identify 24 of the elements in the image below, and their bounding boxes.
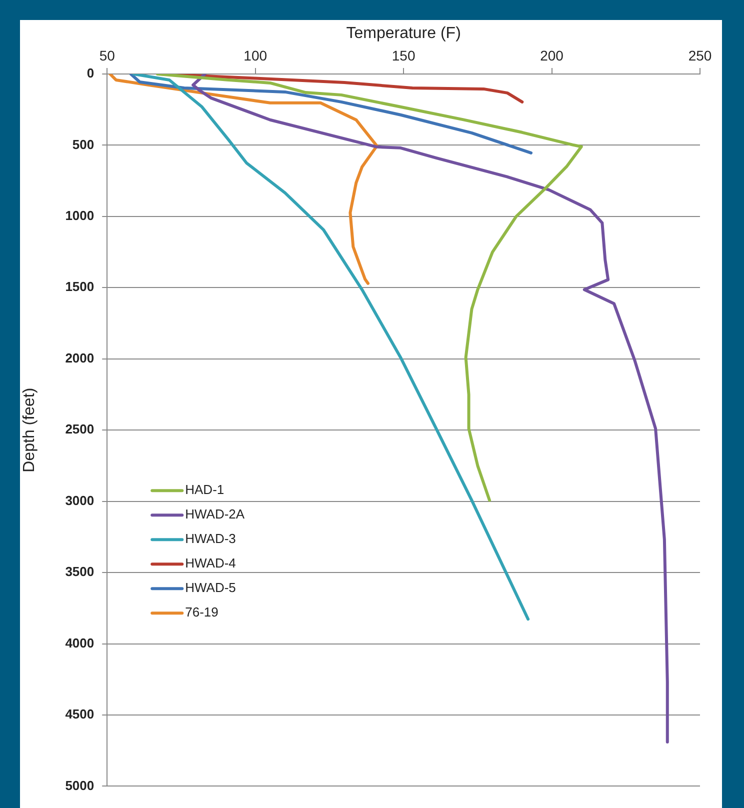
legend-label: HWAD-4	[185, 556, 236, 571]
y-tick-label: 4000	[65, 635, 94, 650]
x-tick-label: 200	[540, 47, 564, 64]
y-tick-label: 5000	[65, 778, 94, 793]
y-tick-label: 3000	[65, 492, 94, 508]
x-tick-label: 250	[688, 47, 712, 64]
y-tick-label: 1500	[65, 279, 94, 294]
y-tick-label: 500	[72, 136, 94, 152]
y-tick-label: 2000	[65, 350, 94, 366]
y-axis-title: Depth (feet)	[21, 388, 38, 472]
y-tick-label: 2500	[65, 422, 94, 437]
y-tick-label: 4500	[65, 706, 94, 722]
y-tick-label: 3500	[65, 564, 94, 580]
x-axis-title: Temperature (F)	[346, 25, 461, 42]
x-tick-label: 100	[244, 47, 268, 64]
y-tick-label: 0	[86, 66, 94, 81]
x-tick-label: 150	[392, 47, 416, 64]
legend-label: 76-19	[185, 604, 218, 620]
legend-label: HWAD-5	[185, 580, 236, 596]
x-tick-label: 50	[99, 47, 116, 64]
legend-label: HAD-1	[185, 482, 224, 498]
legend-label: HWAD-3	[185, 531, 236, 546]
legend-label: HWAD-2A	[185, 506, 245, 522]
y-tick-label: 1000	[65, 208, 94, 224]
